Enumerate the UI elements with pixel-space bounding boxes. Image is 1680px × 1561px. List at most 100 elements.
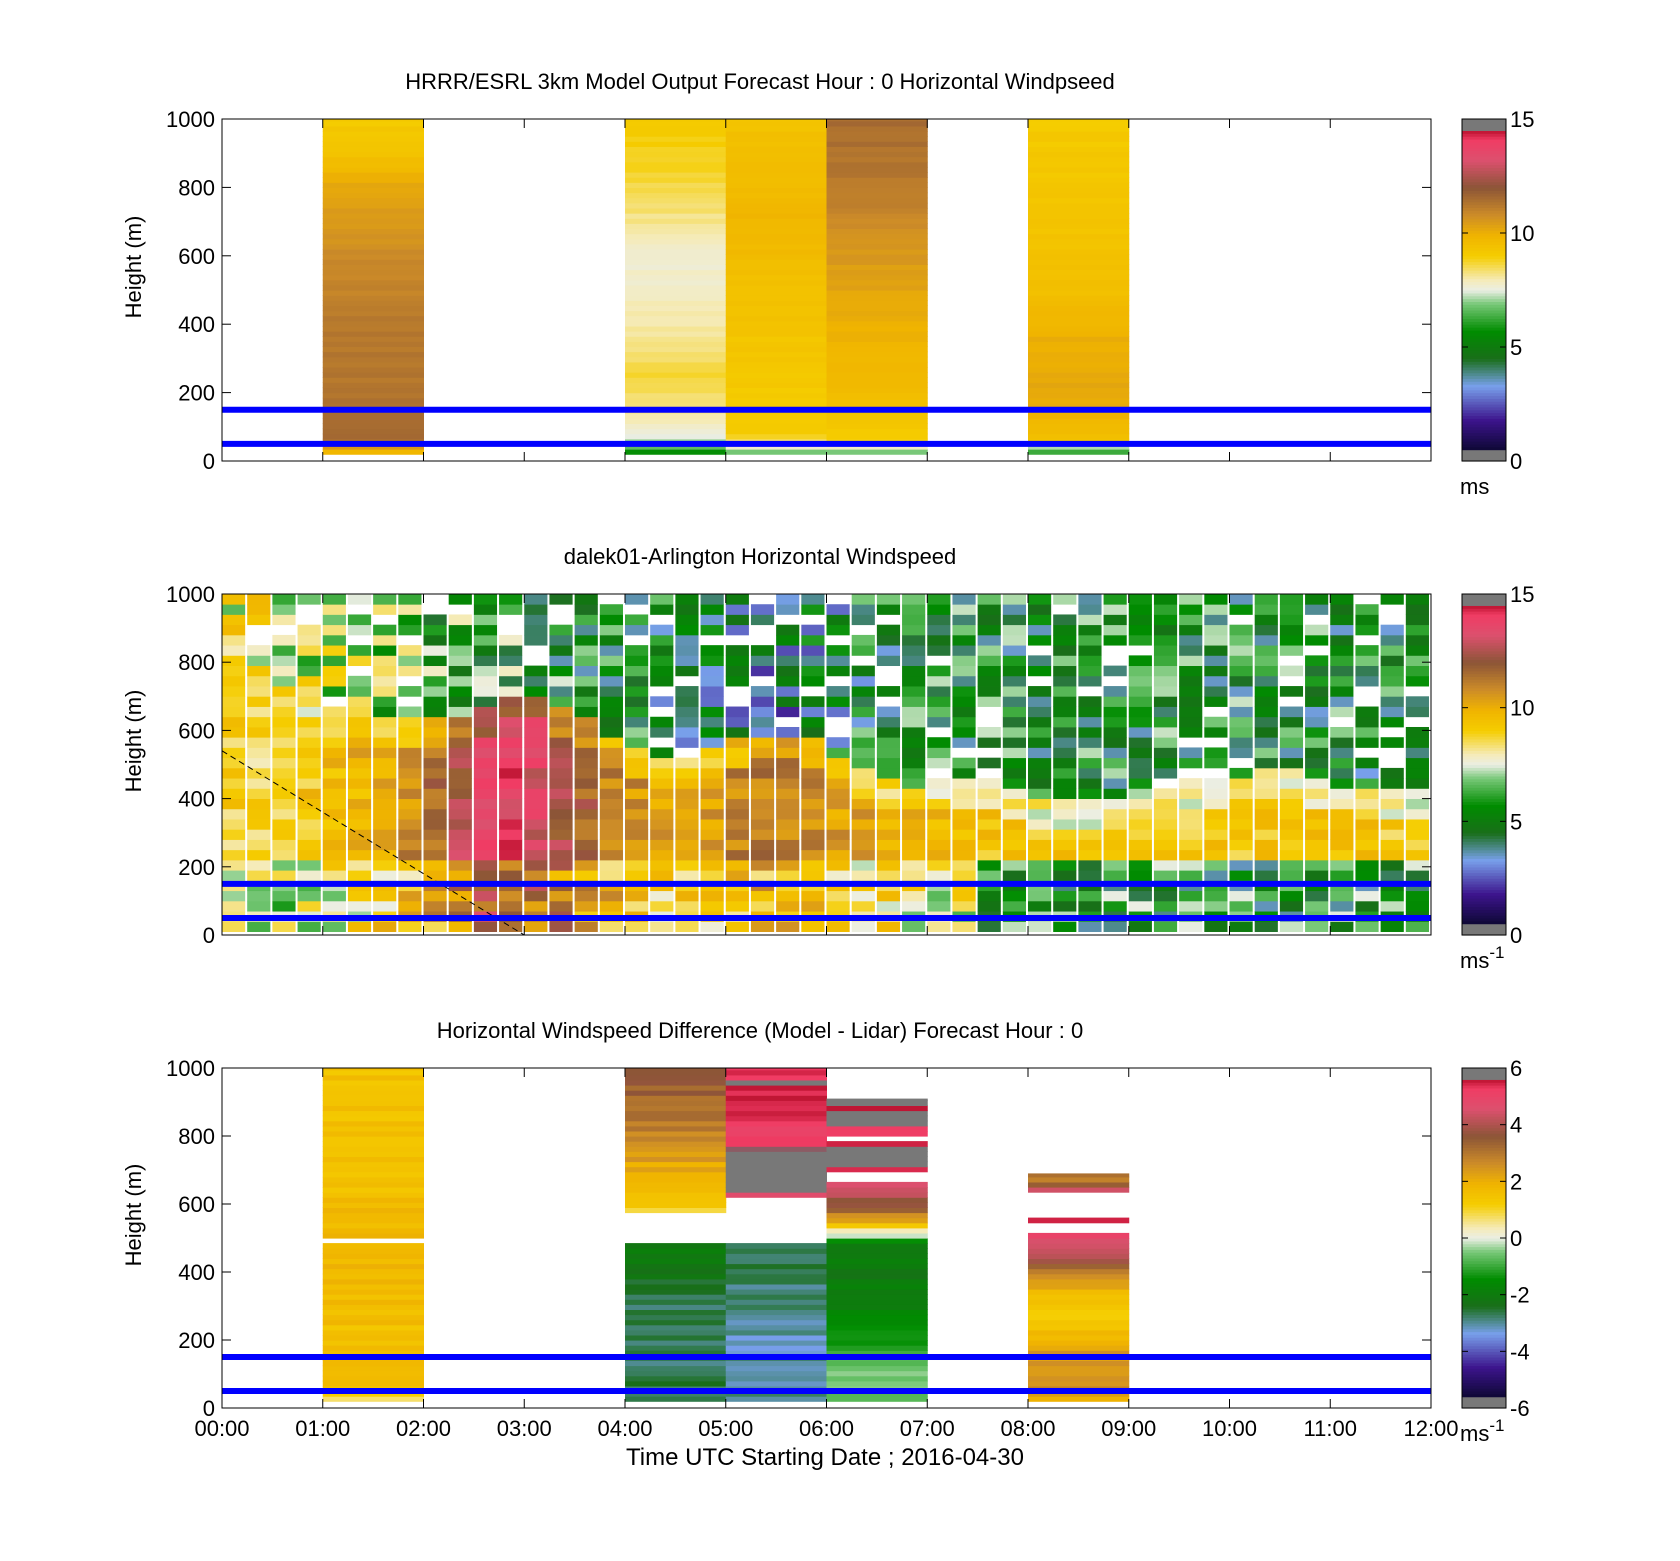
- heatmap-cell: [1128, 624, 1152, 636]
- heatmap-cell: [826, 1370, 928, 1377]
- colorbar-swatch: [1462, 449, 1506, 454]
- heatmap-cell: [977, 726, 1001, 738]
- heatmap-cell: [625, 1268, 727, 1275]
- heatmap-cell: [851, 604, 875, 615]
- heatmap-cell: [776, 747, 800, 759]
- heatmap-cell: [499, 829, 523, 840]
- heatmap-cell: [473, 665, 498, 677]
- reference-lines: [222, 406, 1431, 447]
- colorbar-swatch: [1462, 432, 1506, 436]
- colorbar-swatch: [1462, 684, 1506, 689]
- heatmap-cell: [322, 197, 424, 204]
- heatmap-cell: [1028, 331, 1130, 337]
- heatmap-cell: [650, 870, 674, 881]
- heatmap-cell: [1128, 849, 1152, 861]
- heatmap-cell: [1002, 890, 1026, 902]
- colorbar-swatch: [1462, 158, 1506, 163]
- heatmap-cell: [1028, 202, 1130, 209]
- heatmap-cell: [725, 1156, 827, 1163]
- heatmap-cell: [902, 849, 926, 861]
- heatmap-cell: [625, 119, 727, 122]
- heatmap-cell: [625, 284, 727, 291]
- x-tick-label: 12:00: [1403, 1416, 1458, 1441]
- heatmap-cell: [625, 1350, 727, 1356]
- heatmap-cell: [725, 284, 827, 291]
- heatmap-cell: [1330, 849, 1354, 861]
- heatmap-cell: [473, 921, 498, 932]
- heatmap-cell: [1053, 645, 1077, 656]
- heatmap-cell: [1229, 870, 1253, 881]
- heatmap-cell: [297, 634, 321, 646]
- heatmap-cell: [675, 655, 699, 667]
- heatmap-cell: [1254, 757, 1278, 769]
- heatmap-cell: [1405, 706, 1429, 718]
- heatmap-cell: [1204, 645, 1228, 656]
- heatmap-cell: [499, 788, 523, 799]
- heatmap-cell: [625, 1197, 727, 1203]
- colorbar-swatch: [1462, 1170, 1506, 1174]
- heatmap-cell: [1254, 839, 1278, 851]
- heatmap-cell: [725, 1345, 827, 1351]
- colorbar-swatch: [1462, 1376, 1506, 1381]
- heatmap-cell: [322, 859, 346, 871]
- heatmap-cell: [750, 900, 775, 912]
- heatmap-cell: [826, 1273, 928, 1280]
- colorbar-swatch: [1462, 713, 1506, 717]
- heatmap-cell: [1355, 900, 1379, 912]
- heatmap-cell: [625, 331, 727, 337]
- heatmap-cell: [297, 706, 321, 718]
- heatmap-cell: [473, 859, 498, 871]
- heatmap-cell: [1179, 706, 1203, 718]
- heatmap-cell: [927, 778, 951, 789]
- heatmap-cell: [725, 413, 827, 419]
- heatmap-cell: [952, 921, 976, 932]
- heatmap-cell: [272, 706, 296, 718]
- heatmap-cell: [650, 767, 674, 779]
- heatmap-cell: [650, 890, 674, 902]
- heatmap-cell: [826, 223, 928, 230]
- heatmap-cell: [1053, 921, 1077, 932]
- heatmap-cell: [1028, 1334, 1130, 1341]
- colorbar-swatch: [1462, 341, 1506, 345]
- colorbar-unit: ms-1: [1460, 943, 1504, 973]
- colorbar-swatch: [1462, 818, 1506, 822]
- heatmap-cell: [876, 645, 901, 656]
- heatmap-cell: [826, 1222, 928, 1229]
- heatmap-cell: [826, 1396, 928, 1402]
- heatmap-cell: [851, 767, 875, 779]
- heatmap-cell: [1254, 767, 1278, 779]
- heatmap-cell: [1103, 859, 1127, 871]
- heatmap-cell: [927, 849, 951, 861]
- heatmap-cell: [700, 747, 724, 759]
- heatmap-cell: [927, 890, 951, 902]
- heatmap-cell: [297, 686, 321, 697]
- heatmap-cell: [549, 829, 573, 840]
- colorbar-swatch: [1462, 926, 1506, 930]
- heatmap-cell: [725, 1068, 827, 1071]
- heatmap-cell: [524, 726, 548, 738]
- colorbar-swatch: [1462, 332, 1506, 337]
- colorbar-swatch: [1462, 622, 1506, 626]
- heatmap-cell: [524, 849, 548, 861]
- colorbar-swatch: [1462, 213, 1506, 217]
- heatmap-cell: [776, 819, 800, 830]
- colorbar-swatch: [1462, 639, 1506, 643]
- heatmap-cell: [322, 624, 346, 636]
- heatmap-cell: [1355, 757, 1379, 769]
- heatmap-cell: [700, 839, 724, 851]
- colorbar-swatch: [1462, 642, 1506, 646]
- heatmap-cell: [725, 428, 827, 435]
- heatmap-cell: [1355, 706, 1379, 718]
- heatmap-cell: [1002, 808, 1026, 820]
- heatmap-cell: [902, 921, 926, 932]
- colorbar-swatch: [1462, 838, 1506, 842]
- colorbar-swatch: [1462, 278, 1506, 283]
- heatmap-cell: [1028, 341, 1130, 348]
- heatmap-cell: [524, 634, 548, 646]
- colorbar-swatch: [1462, 630, 1506, 635]
- heatmap-cell: [625, 849, 649, 861]
- heatmap-cell: [347, 808, 372, 820]
- heatmap-cell: [322, 819, 346, 830]
- colorbar-swatch: [1462, 846, 1506, 851]
- colorbar-swatch: [1462, 1238, 1506, 1242]
